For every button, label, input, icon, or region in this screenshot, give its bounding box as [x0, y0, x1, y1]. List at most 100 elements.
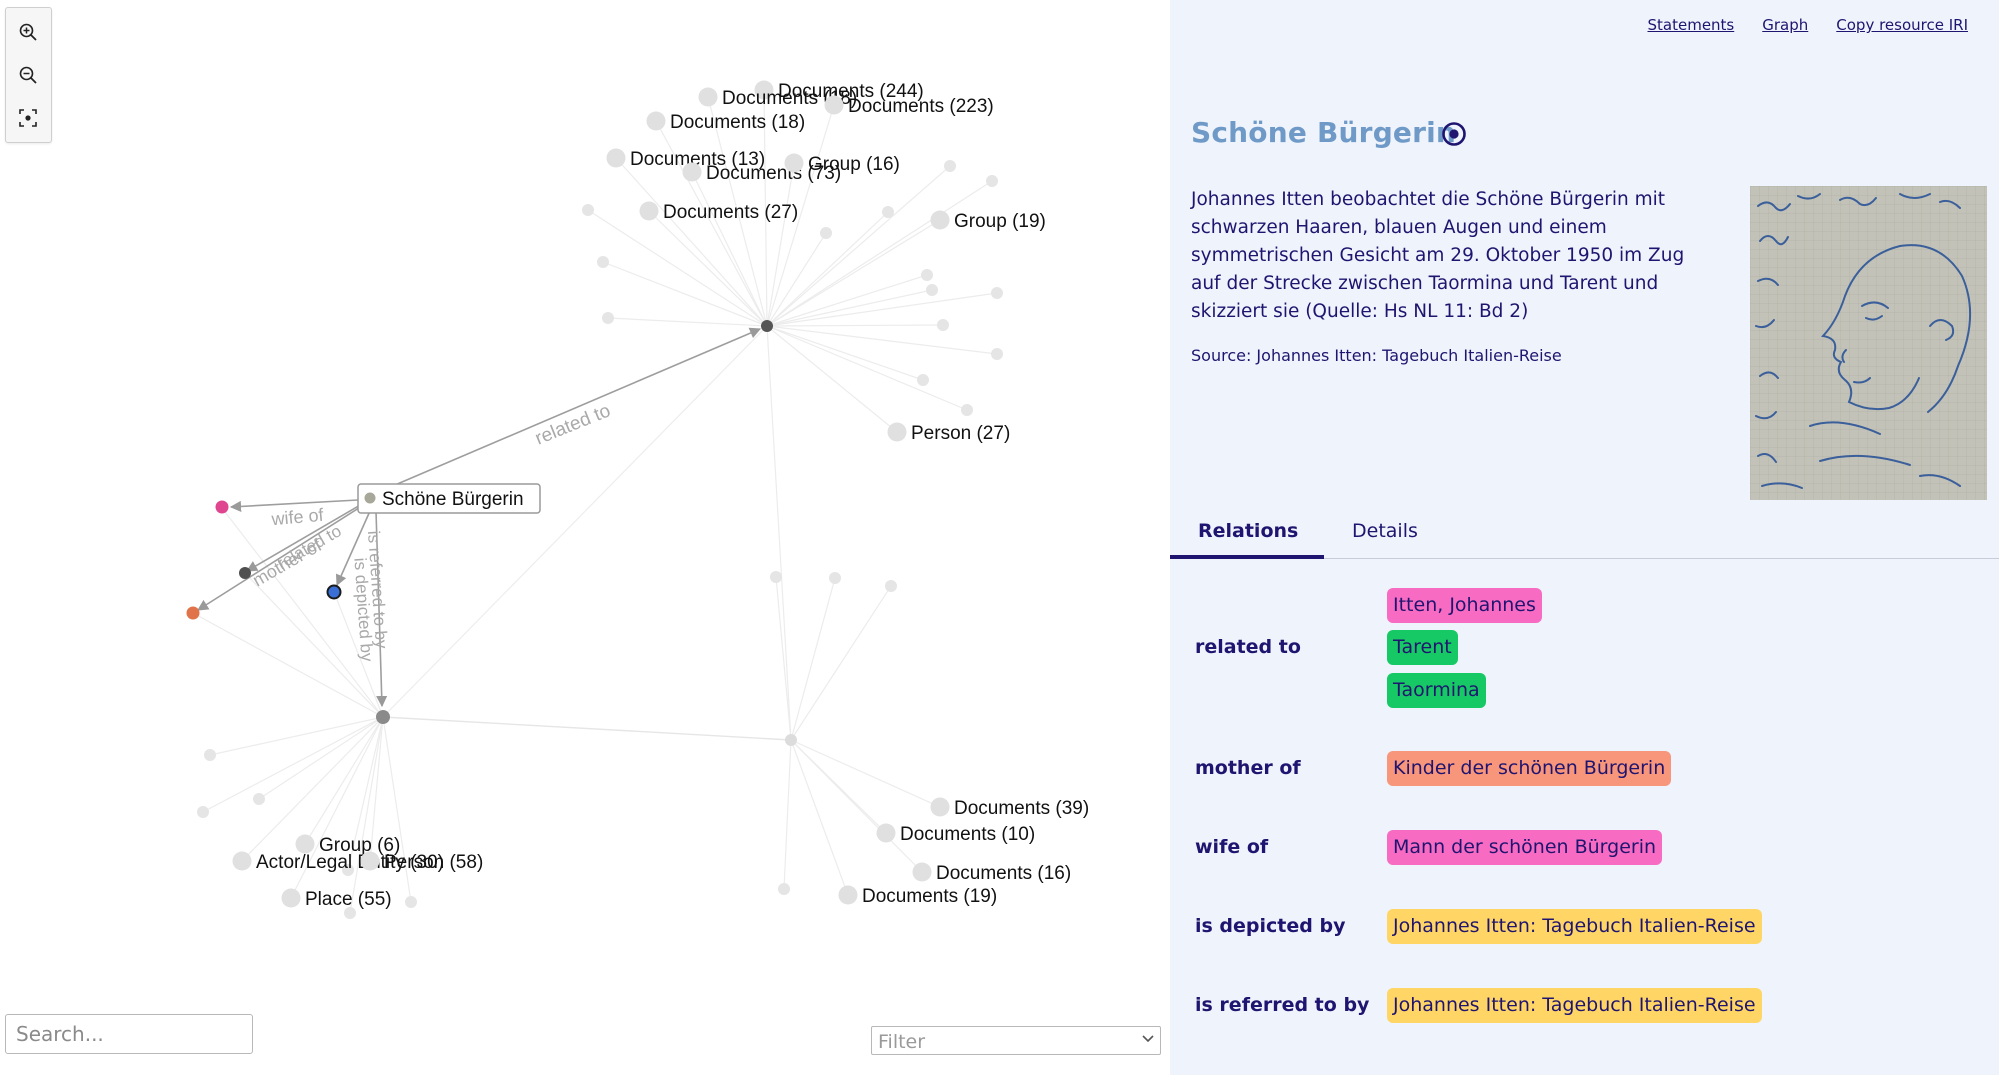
- edge-label-related: related to: [274, 521, 345, 573]
- center-node-dot: [364, 492, 376, 504]
- hub-node-dot: [785, 734, 797, 746]
- hub-node-dot: [376, 710, 390, 724]
- graph-edge: [766, 325, 792, 741]
- cluster-node-dot: [281, 888, 301, 908]
- graph-edge: [763, 89, 768, 327]
- relation-value-chip[interactable]: Tarent: [1387, 630, 1458, 665]
- tab-relations[interactable]: Relations: [1198, 520, 1299, 542]
- graph-link[interactable]: Graph: [1762, 16, 1809, 34]
- graph-node-dot: [820, 227, 832, 239]
- graph-node-dot: [944, 160, 956, 172]
- graph-node-dot: [882, 206, 894, 218]
- resource-detail-panel: Statements Graph Copy resource IRI Schön…: [1170, 0, 1999, 1075]
- graph-edge: [766, 288, 933, 327]
- edge-label-wife-of: wife of: [270, 505, 326, 530]
- relation-value-chip[interactable]: Johannes Itten: Tagebuch Italien-Reise: [1387, 988, 1762, 1023]
- cluster-node-label: Place (55): [305, 889, 392, 910]
- graph-edge: [369, 716, 384, 862]
- focus-target-icon[interactable]: [1441, 121, 1467, 147]
- graph-node-dot: [917, 374, 929, 386]
- graph-node-dot: [991, 287, 1003, 299]
- cluster-node-dot: [295, 834, 315, 854]
- cluster-node-label: Group (19): [954, 211, 1046, 232]
- graph-edge: [602, 261, 768, 327]
- relation-label: is depicted by: [1195, 915, 1346, 937]
- relation-value-chip[interactable]: Taormina: [1387, 673, 1486, 708]
- zoom-out-button[interactable]: [12, 59, 44, 91]
- resource-image[interactable]: [1750, 186, 1987, 500]
- filter-select-value: Filter: [878, 1031, 926, 1053]
- cluster-node-label: Documents (27): [663, 202, 798, 223]
- cluster-node-label: Documents (18): [670, 112, 805, 133]
- sketch-portrait-image: [1750, 186, 1987, 500]
- graph-edge-strong: [335, 510, 371, 587]
- cluster-node-dot: [876, 823, 896, 843]
- graph-edge: [766, 219, 941, 327]
- cluster-node-label: Documents (223): [848, 96, 994, 117]
- graph-node-dot: [986, 175, 998, 187]
- graph-panel[interactable]: related to wife of mother of related to is d…: [0, 0, 1170, 1075]
- graph-edge: [691, 171, 768, 327]
- statements-link[interactable]: Statements: [1647, 16, 1735, 34]
- relation-label: is referred to by: [1195, 994, 1370, 1016]
- graph-filter-select[interactable]: Filter: [871, 1026, 1161, 1055]
- graph-node-dot: [921, 269, 933, 281]
- graph-node-dot: [342, 864, 354, 876]
- graph-edge: [790, 739, 923, 873]
- cluster-node-label: Documents (13): [630, 149, 765, 170]
- cluster-node-label: Documents (19): [862, 886, 997, 907]
- graph-edge: [790, 739, 849, 896]
- graph-node-dot: [885, 580, 897, 592]
- graph-edge-strong: [375, 510, 388, 708]
- tabs-divider: [1170, 558, 1999, 559]
- copy-iri-link[interactable]: Copy resource IRI: [1836, 16, 1968, 34]
- graph-node-dot: [253, 793, 265, 805]
- cluster-node-label: Documents (39): [954, 798, 1089, 819]
- zoom-toolbar: [5, 7, 52, 143]
- graph-edge: [346, 716, 384, 871]
- graph-edge: [766, 273, 928, 327]
- center-node-box[interactable]: [357, 483, 541, 514]
- graph-edge: [655, 120, 768, 327]
- graph-node-dot: [582, 204, 594, 216]
- relation-value-chip[interactable]: Kinder der schönen Bürgerin: [1387, 751, 1672, 786]
- graph-node-dot: [204, 749, 216, 761]
- zoom-in-icon: [19, 23, 37, 41]
- graph-edge: [333, 591, 384, 718]
- cluster-node-label: Documents (18): [722, 88, 857, 109]
- fit-view-icon: [19, 109, 37, 127]
- graph-edge-strong: [197, 505, 363, 611]
- cluster-node-label: Documents (16): [936, 863, 1071, 884]
- cluster-node-label: Documents (244): [778, 81, 924, 102]
- graph-node-dot: [405, 896, 417, 908]
- graph-edge: [382, 325, 768, 718]
- relation-value-chip[interactable]: Mann der schönen Bürgerin: [1387, 830, 1663, 865]
- fit-view-button[interactable]: [12, 102, 44, 134]
- relation-value-chip[interactable]: Johannes Itten: Tagebuch Italien-Reise: [1387, 909, 1762, 944]
- graph-edge-strong: [229, 499, 359, 513]
- graph-edge: [244, 572, 384, 718]
- graph-edge: [766, 325, 998, 357]
- graph-node-dot: [344, 907, 356, 919]
- zoom-out-icon: [19, 66, 37, 84]
- graph-search-input[interactable]: [5, 1014, 253, 1054]
- tab-details[interactable]: Details: [1352, 520, 1418, 542]
- graph-edge: [304, 716, 384, 845]
- relation-label: mother of: [1195, 757, 1301, 779]
- cluster-node-dot: [606, 148, 626, 168]
- graph-edge: [587, 209, 768, 327]
- graph-node-dot: [829, 572, 841, 584]
- graph-edge: [615, 157, 768, 327]
- edge-label-related-to: related to: [532, 400, 613, 449]
- relation-value-chip[interactable]: Itten, Johannes: [1387, 588, 1542, 623]
- graph-edge: [347, 716, 384, 914]
- relation-node-place: [239, 567, 251, 579]
- graph-edge: [766, 211, 889, 327]
- graph-edge: [202, 716, 384, 813]
- zoom-in-button[interactable]: [12, 16, 44, 48]
- graph-edge: [781, 739, 792, 890]
- graph-edge: [209, 716, 384, 757]
- graph-edge: [648, 210, 768, 327]
- cluster-node-dot: [232, 851, 252, 871]
